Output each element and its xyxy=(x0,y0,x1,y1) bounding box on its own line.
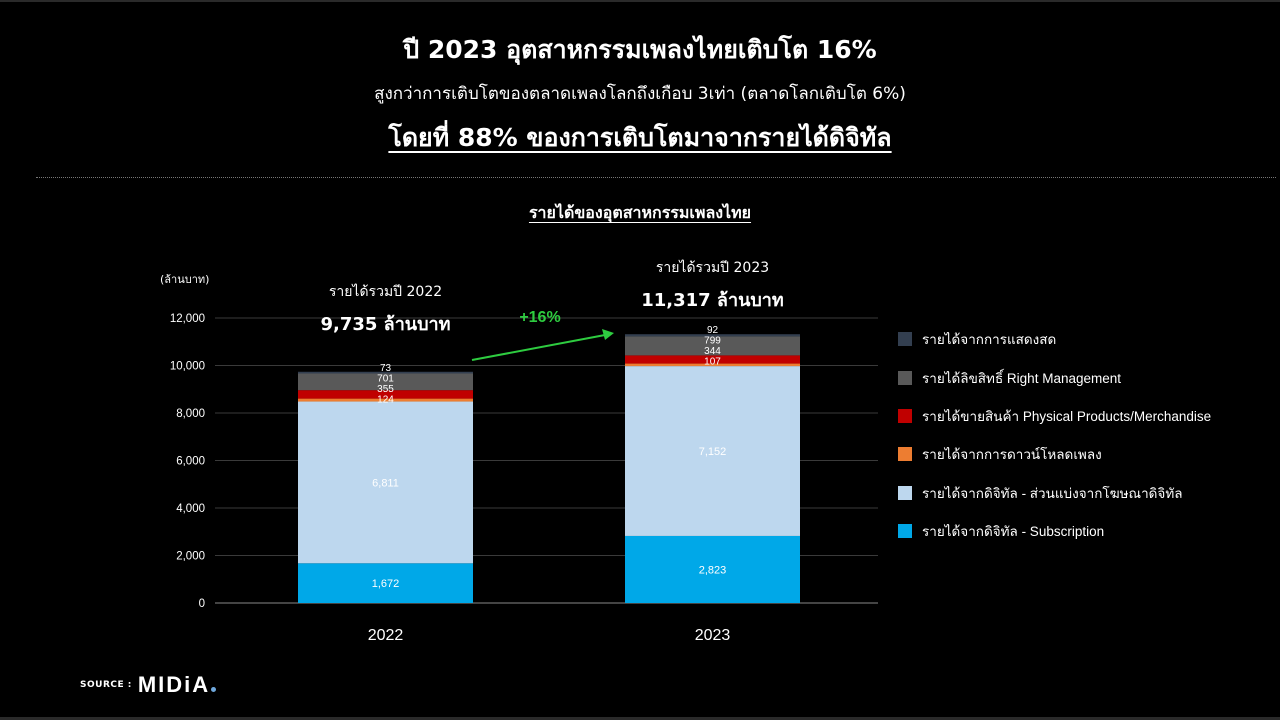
midia-logo: MIDiA xyxy=(137,672,217,698)
data-label: 73 xyxy=(380,363,392,374)
source-label: SOURCE : xyxy=(80,680,132,690)
chart-legend: รายได้จากการแสดงสดรายได้ลิขสิทธิ์ Right … xyxy=(898,320,1273,550)
legend-label: รายได้ลิขสิทธิ์ Right Management xyxy=(922,370,1121,386)
y-tick-label: 2,000 xyxy=(176,551,205,563)
growth-arrowhead-icon xyxy=(602,329,614,340)
growth-label: +16% xyxy=(519,309,560,326)
bar-segment xyxy=(298,398,473,402)
bar-segment xyxy=(625,355,800,364)
bar-segment xyxy=(625,366,800,536)
data-label: 92 xyxy=(707,325,719,336)
data-label: 701 xyxy=(377,373,394,384)
legend-swatch xyxy=(898,524,912,539)
x-tick-label: 2023 xyxy=(695,627,731,644)
midia-logo-text: MIDiA xyxy=(137,672,211,697)
bar-segment xyxy=(625,336,800,356)
logo-dot-icon xyxy=(211,687,217,692)
legend-swatch xyxy=(898,447,912,462)
bar-segment xyxy=(298,373,473,391)
y-tick-label: 6,000 xyxy=(176,456,205,468)
legend-swatch xyxy=(898,332,912,347)
data-label: 2,823 xyxy=(699,564,727,576)
bar-segment xyxy=(625,535,800,603)
data-label: 1,672 xyxy=(372,578,400,590)
bottom-border xyxy=(0,717,1280,720)
dotted-divider xyxy=(36,177,1276,178)
bar-segment xyxy=(298,401,473,564)
total-value: 11,317 ล้านบาท xyxy=(641,290,784,311)
legend-label: รายได้จากการดาวน์โหลดเพลง xyxy=(922,447,1102,463)
legend-swatch xyxy=(898,370,912,385)
y-tick-label: 0 xyxy=(199,598,205,610)
y-tick-label: 8,000 xyxy=(176,408,205,420)
y-tick-label: 12,000 xyxy=(170,313,205,325)
y-axis-label: (ล้านบาท) xyxy=(160,273,209,286)
legend-item: รายได้จากการแสดงสด xyxy=(898,320,1273,358)
data-label: 124 xyxy=(377,394,394,405)
legend-item: รายได้จากดิจิทัล - ส่วนแบ่งจากโฆษณาดิจิท… xyxy=(898,474,1273,512)
slide-title: ปี 2023 อุตสาหกรรมเพลงไทยเติบโต 16% xyxy=(403,35,877,64)
total-value: 9,735 ล้านบาท xyxy=(320,314,450,335)
data-label: 6,811 xyxy=(372,477,399,489)
bar-segment xyxy=(298,390,473,399)
legend-swatch xyxy=(898,408,912,423)
legend-swatch xyxy=(898,485,912,500)
highlight-wrapper: โดยที่ 88% ของการเติบโตมาจากรายได้ดิจิทั… xyxy=(0,118,1280,158)
bar-segment xyxy=(625,334,800,337)
total-label: รายได้รวมปี 2023 xyxy=(656,259,769,276)
source-credit: SOURCE : MIDiA xyxy=(80,672,217,698)
chart-title: รายได้ของอุตสาหกรรมเพลงไทย xyxy=(528,203,752,222)
data-label: 7,152 xyxy=(699,446,727,458)
legend-label: รายได้จากการแสดงสด xyxy=(922,332,1057,348)
bar-segment xyxy=(625,363,800,367)
data-label: 355 xyxy=(377,384,394,395)
legend-label: รายได้จากดิจิทัล - ส่วนแบ่งจากโฆษณาดิจิท… xyxy=(922,485,1183,501)
legend-item: รายได้จากการดาวน์โหลดเพลง xyxy=(898,435,1273,473)
data-label: 344 xyxy=(704,346,721,357)
x-tick-label: 2022 xyxy=(368,627,404,644)
highlight-text: โดยที่ 88% ของการเติบโตมาจากรายได้ดิจิทั… xyxy=(388,123,892,152)
growth-arrow-line xyxy=(471,334,606,361)
total-label: รายได้รวมปี 2022 xyxy=(329,283,442,300)
data-label: 799 xyxy=(704,336,721,347)
legend-item: รายได้ขายสินค้า Physical Products/Mercha… xyxy=(898,397,1273,435)
slide-subtitle: สูงกว่าการเติบโตของตลาดเพลงโลกถึงเกือบ 3… xyxy=(374,84,906,104)
legend-item: รายได้ลิขสิทธิ์ Right Management xyxy=(898,358,1273,396)
bar-segment xyxy=(298,371,473,374)
legend-item: รายได้จากดิจิทัล - Subscription xyxy=(898,512,1273,550)
legend-label: รายได้ขายสินค้า Physical Products/Mercha… xyxy=(922,408,1212,424)
bar-segment xyxy=(298,563,473,603)
legend-label: รายได้จากดิจิทัล - Subscription xyxy=(922,524,1105,540)
y-tick-label: 4,000 xyxy=(176,503,205,515)
y-tick-label: 10,000 xyxy=(170,361,205,373)
data-label: 107 xyxy=(704,357,721,368)
top-border xyxy=(0,0,1280,2)
